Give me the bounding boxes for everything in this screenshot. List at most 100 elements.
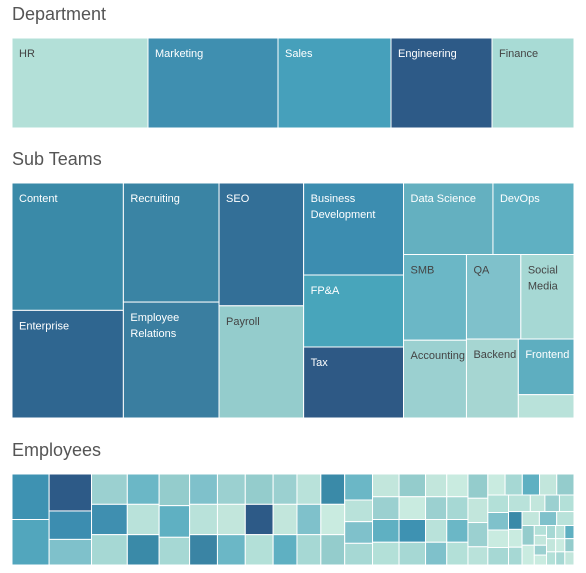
treemap-cell bbox=[555, 525, 566, 540]
treemap-cell bbox=[244, 503, 274, 536]
treemap-cell bbox=[546, 538, 557, 553]
treemap-cell bbox=[465, 338, 519, 419]
panel-title: Sub Teams bbox=[12, 149, 102, 169]
treemap-cell bbox=[244, 473, 274, 505]
cell-label: Accounting bbox=[411, 350, 465, 362]
cell-label: Frontend bbox=[525, 349, 569, 361]
treemap-cell bbox=[272, 473, 298, 505]
treemap-cell bbox=[467, 473, 489, 499]
treemap-cell bbox=[403, 182, 494, 255]
treemap-cell bbox=[521, 525, 535, 546]
treemap-cell bbox=[467, 522, 489, 548]
treemap-cell bbox=[521, 544, 535, 566]
treemap-cell bbox=[11, 182, 124, 311]
treemap-cell bbox=[218, 182, 305, 307]
treemap-cell bbox=[91, 534, 128, 566]
cell-label: Recruiting bbox=[130, 193, 180, 205]
treemap-cell bbox=[491, 37, 575, 129]
treemap-cell bbox=[11, 37, 149, 129]
cell-label: SMB bbox=[411, 264, 435, 276]
treemap-cell bbox=[11, 309, 124, 419]
treemap-cell bbox=[555, 538, 566, 553]
treemap-cell bbox=[216, 534, 246, 566]
cell-label: Sales bbox=[285, 48, 313, 60]
treemap-cell bbox=[533, 525, 548, 536]
treemap-cell bbox=[467, 497, 489, 524]
treemap-cell bbox=[216, 503, 246, 536]
treemap-cell bbox=[344, 473, 374, 501]
treemap-cell bbox=[533, 534, 548, 546]
cell-label: SEO bbox=[226, 193, 250, 205]
treemap-cell bbox=[277, 37, 392, 129]
cell-label: Finance bbox=[499, 48, 538, 60]
treemap-cell bbox=[126, 534, 160, 566]
treemap-cell bbox=[189, 503, 218, 536]
treemap-cell bbox=[158, 505, 191, 538]
treemap-cell bbox=[372, 541, 400, 566]
cell-label: FP&A bbox=[311, 285, 340, 297]
treemap-cell bbox=[218, 305, 305, 419]
treemap-cell bbox=[398, 519, 427, 543]
treemap-cell bbox=[467, 546, 489, 566]
label-line: Accounting bbox=[411, 350, 465, 362]
treemap-cell bbox=[504, 473, 523, 496]
treemap-cell bbox=[372, 519, 400, 543]
treemap-cell bbox=[564, 551, 575, 566]
treemap-cell bbox=[558, 494, 575, 513]
treemap-cell bbox=[533, 554, 548, 566]
treemap-cell bbox=[48, 538, 93, 566]
treemap-cell bbox=[487, 547, 510, 566]
label-line: Development bbox=[311, 209, 376, 221]
cell-label: Business Development bbox=[311, 193, 376, 221]
panel-title: Employees bbox=[12, 440, 101, 460]
treemap-cell bbox=[425, 496, 448, 520]
treemap-cell bbox=[492, 182, 575, 255]
label-line: Relations bbox=[130, 328, 176, 340]
treemap-cell bbox=[533, 544, 548, 556]
treemap-cell bbox=[529, 494, 546, 513]
treemap-cell bbox=[508, 528, 523, 548]
treemap-cell bbox=[216, 473, 246, 505]
treemap-cell bbox=[11, 473, 50, 520]
treemap-cell bbox=[344, 499, 374, 523]
treemap-cell bbox=[425, 473, 448, 498]
treemap-cell bbox=[425, 519, 448, 543]
treemap-cell bbox=[555, 551, 566, 566]
treemap-cell bbox=[272, 534, 298, 566]
cell-label: Marketing bbox=[155, 48, 203, 60]
treemap-cell bbox=[517, 394, 575, 419]
label-line: Media bbox=[528, 280, 559, 292]
treemap-cell bbox=[564, 538, 575, 553]
treemap-cell bbox=[372, 496, 400, 520]
cell-label: Engineering bbox=[398, 48, 457, 60]
cell-label: QA bbox=[473, 264, 490, 276]
treemap-cell bbox=[556, 473, 575, 496]
treemap-cell bbox=[303, 346, 405, 419]
treemap-cell bbox=[564, 525, 575, 540]
treemap-cell bbox=[91, 473, 128, 505]
treemap-cell bbox=[296, 534, 322, 566]
treemap-cell bbox=[11, 519, 50, 566]
treemap-cell bbox=[517, 338, 575, 396]
treemap-cell bbox=[520, 253, 575, 340]
treemap-cell bbox=[303, 182, 405, 276]
label-line: Employee bbox=[130, 312, 179, 324]
treemap-cell bbox=[390, 37, 493, 129]
treemap-cell bbox=[303, 274, 405, 348]
treemap-cell bbox=[122, 301, 220, 419]
treemap-cell bbox=[508, 546, 523, 566]
treemap-cell bbox=[344, 521, 374, 544]
treemap-cell bbox=[126, 503, 160, 536]
treemap-cell bbox=[91, 503, 128, 536]
treemap-cell bbox=[425, 541, 448, 566]
treemap-cell bbox=[189, 473, 218, 505]
panel-title: Department bbox=[12, 4, 106, 24]
treemap-cell bbox=[398, 473, 427, 498]
treemap-cell bbox=[296, 503, 322, 536]
treemap-cell bbox=[546, 525, 557, 540]
treemap-cell bbox=[403, 339, 467, 419]
treemap-cell bbox=[446, 541, 469, 566]
cell-label: Data Science bbox=[411, 193, 476, 205]
